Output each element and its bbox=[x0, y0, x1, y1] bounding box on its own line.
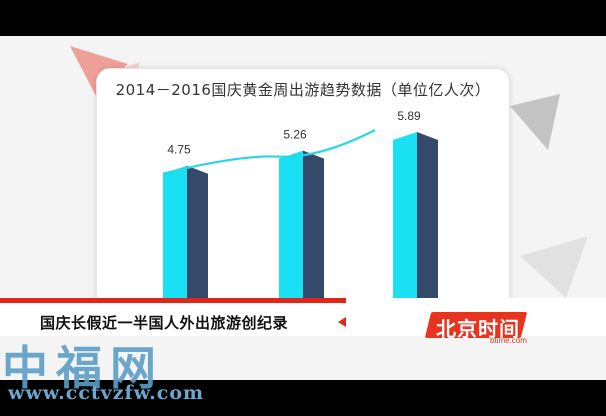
data-label: 4.75 bbox=[167, 143, 191, 157]
bar-front bbox=[279, 150, 303, 306]
bar-front bbox=[393, 132, 417, 306]
bar-front bbox=[163, 165, 187, 306]
btime-logo: 北京时间 btime.com bbox=[424, 312, 556, 348]
gray-triangle-decor bbox=[510, 94, 560, 150]
watermark-url: www.cctvzfw.com bbox=[8, 382, 205, 404]
bar-side bbox=[303, 150, 324, 306]
watermark-name: 中福网 bbox=[2, 341, 164, 395]
gray-triangle-decor-2 bbox=[520, 236, 588, 298]
logo-domain: btime.com bbox=[490, 336, 527, 345]
bar-side bbox=[417, 132, 438, 306]
data-label: 5.26 bbox=[283, 128, 307, 142]
chart-panel: 4.752014年国庆5.262015年国庆5.892016年国庆 2014－2… bbox=[96, 68, 510, 328]
video-frame: 4.752014年国庆5.262015年国庆5.892016年国庆 2014－2… bbox=[0, 36, 606, 380]
chart-area: 4.752014年国庆5.262015年国庆5.892016年国庆 bbox=[119, 109, 489, 323]
news-headline: 国庆长假近一半国人外出旅游创纪录 bbox=[40, 314, 289, 332]
triangle-marker-icon bbox=[338, 317, 346, 327]
data-label: 5.89 bbox=[397, 109, 421, 123]
logo-text: 北京时间 bbox=[436, 317, 520, 341]
red-triangle-decor bbox=[70, 46, 128, 96]
bar-side bbox=[187, 165, 208, 306]
headline-accent-line bbox=[0, 298, 346, 303]
trend-line bbox=[162, 129, 376, 175]
chart-title: 2014－2016国庆黄金周出游趋势数据（单位亿人次） bbox=[115, 81, 491, 99]
